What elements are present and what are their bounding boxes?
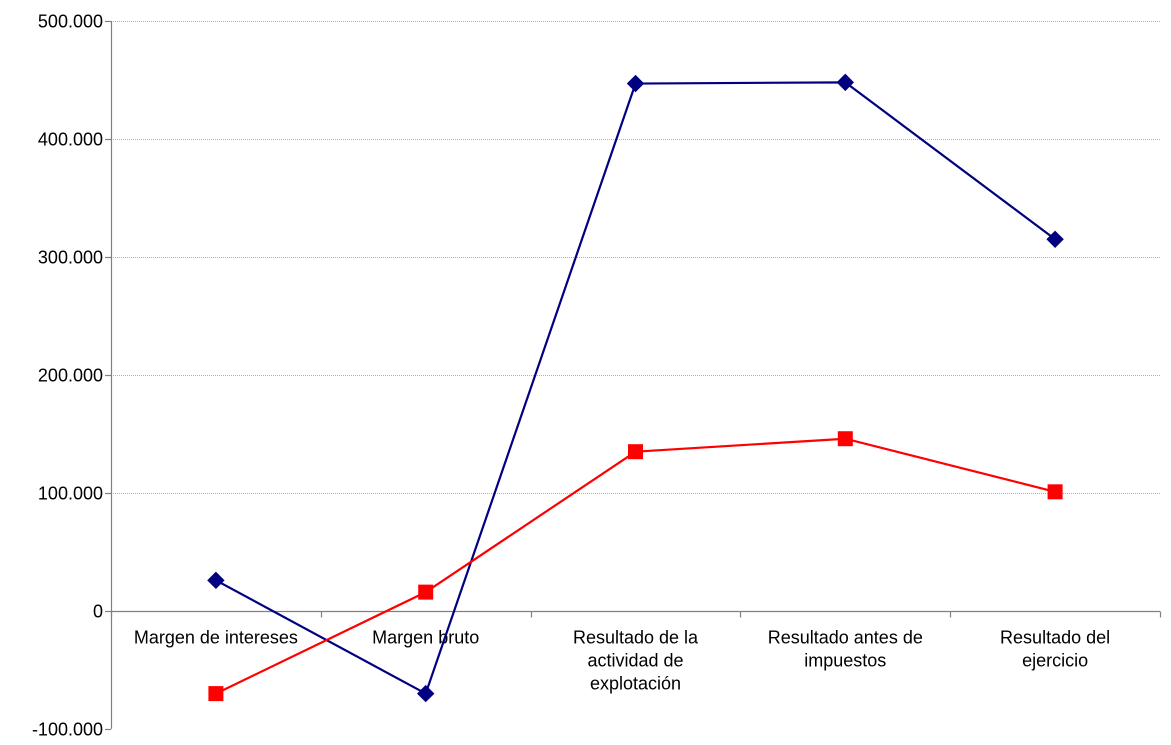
series-2 <box>208 431 1063 702</box>
gridlines <box>111 21 1160 494</box>
data-point <box>626 74 645 93</box>
y-tick-label: 200.000 <box>38 366 103 386</box>
y-tick-label: 300.000 <box>38 248 103 268</box>
y-tick-label: 400.000 <box>38 130 103 150</box>
x-category-label-line: Resultado del <box>1000 628 1110 648</box>
y-tick-label: 100.000 <box>38 484 103 504</box>
x-category-labels: Margen de intereses Margen bruto Resultado… <box>134 628 1110 694</box>
y-tick-label: 500.000 <box>38 12 103 32</box>
y-tick-label: -100.000 <box>32 720 103 740</box>
y-tick-labels: -100.000 0 100.000 200.000 300.000 400.000 500… <box>32 12 103 740</box>
x-category-label-line: actividad de <box>587 651 683 671</box>
data-point <box>628 444 643 460</box>
data-point <box>416 684 435 703</box>
y-tick-label: 0 <box>93 602 103 622</box>
data-point <box>418 584 434 600</box>
x-category-label-line: Margen de intereses <box>134 628 298 648</box>
data-point <box>1047 484 1063 500</box>
data-point <box>207 571 225 590</box>
x-category-label: Resultado de la actividad de explotación <box>573 628 699 694</box>
data-point <box>1046 230 1064 249</box>
x-category-label-line: Margen bruto <box>372 628 479 648</box>
data-point <box>208 686 224 702</box>
x-category-label-line: Resultado de la <box>573 628 699 648</box>
x-category-label: Margen de intereses <box>134 628 298 648</box>
series <box>207 73 1064 703</box>
x-category-label-line: ejercicio <box>1022 651 1088 671</box>
data-point <box>836 73 855 92</box>
x-category-label-line: explotación <box>590 674 681 694</box>
x-category-label-line: Resultado antes de <box>768 628 923 648</box>
series-1 <box>207 73 1064 703</box>
x-category-label: Margen bruto <box>372 628 479 648</box>
axes <box>105 20 1162 731</box>
data-point <box>837 431 853 447</box>
x-category-label: Resultado antes de impuestos <box>768 628 923 671</box>
series-line <box>215 81 1056 696</box>
x-category-label: Resultado del ejercicio <box>1000 628 1110 671</box>
x-category-label-line: impuestos <box>804 651 886 671</box>
